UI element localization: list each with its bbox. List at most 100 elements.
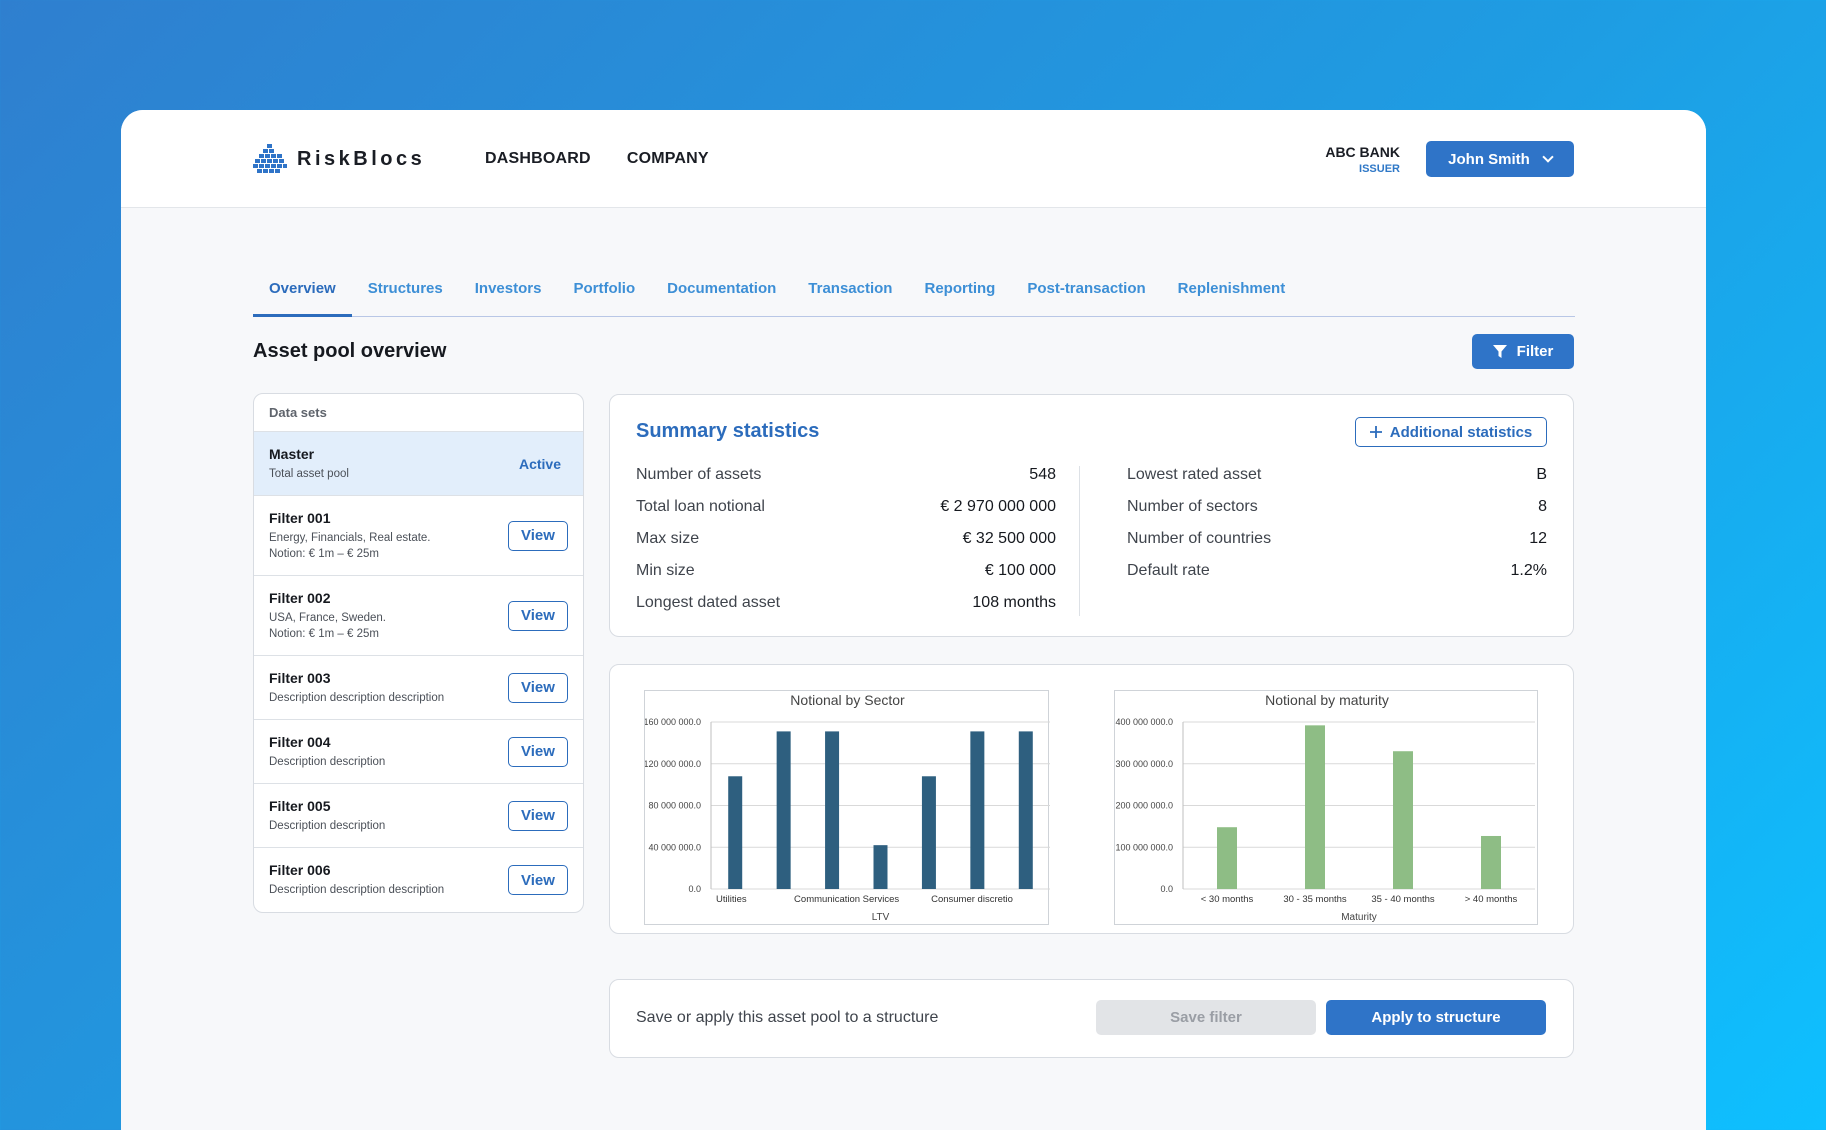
tab-replenishment[interactable]: Replenishment bbox=[1177, 280, 1286, 297]
tab-investors[interactable]: Investors bbox=[474, 280, 542, 297]
section-tabs: Overview Structures Investors Portfolio … bbox=[253, 270, 1575, 317]
sector-chart: Notional by Sector 0.0 40 000 000.0 80 000 … bbox=[644, 690, 1050, 925]
data-set-filter-004: Filter 004 Description description View bbox=[254, 720, 583, 784]
maturity-chart: Notional by maturity 0.0 100 000 000.0 200 … bbox=[1114, 690, 1538, 925]
tab-structures[interactable]: Structures bbox=[367, 280, 443, 297]
stat-row: Number of assets 548 bbox=[636, 465, 1056, 497]
tab-reporting[interactable]: Reporting bbox=[924, 280, 996, 297]
x-axis-label: Maturity bbox=[1341, 912, 1377, 923]
x-tick-label: Utilities bbox=[716, 894, 747, 905]
charts-card: Notional by Sector 0.0 40 000 000.0 80 000 … bbox=[609, 664, 1574, 934]
apply-to-structure-button[interactable]: Apply to structure bbox=[1326, 1000, 1546, 1035]
chart-bar bbox=[921, 776, 936, 889]
sector-chart-svg: Notional by Sector 0.0 40 000 000.0 80 000 … bbox=[645, 692, 1050, 923]
data-set-notional-range: Notion: € 1m – € 25m bbox=[269, 628, 379, 640]
stat-row: Lowest rated asset B bbox=[1127, 465, 1547, 497]
view-button[interactable]: View bbox=[508, 600, 568, 631]
y-tick-label: 200 000 000.0 bbox=[1115, 801, 1173, 811]
chevron-down-icon bbox=[1542, 151, 1554, 163]
x-tick-label: Consumer discretio bbox=[931, 894, 1013, 905]
chart-bar bbox=[776, 731, 791, 889]
data-set-title: Filter 006 bbox=[269, 862, 331, 878]
y-tick-label: 0.0 bbox=[688, 884, 701, 894]
maturity-chart-svg: Notional by maturity 0.0 100 000 000.0 200 … bbox=[1115, 692, 1535, 923]
funnel-icon bbox=[1492, 344, 1507, 358]
view-button[interactable]: View bbox=[508, 520, 568, 551]
tab-transaction[interactable]: Transaction bbox=[808, 280, 893, 297]
chart-bar bbox=[825, 731, 840, 889]
stat-value: 12 bbox=[1529, 530, 1547, 547]
data-set-title: Filter 003 bbox=[269, 670, 331, 686]
chart-bar bbox=[1217, 827, 1237, 889]
stat-label: Number of assets bbox=[636, 466, 762, 483]
view-button[interactable]: View bbox=[508, 736, 568, 767]
data-set-title: Filter 002 bbox=[269, 590, 331, 606]
stat-row: Default rate 1.2% bbox=[1127, 561, 1547, 593]
additional-statistics-label: Additional statistics bbox=[1389, 423, 1533, 441]
stat-value: € 32 500 000 bbox=[962, 530, 1056, 547]
tab-overview[interactable]: Overview bbox=[253, 270, 352, 317]
user-menu-button[interactable]: John Smith bbox=[1426, 141, 1574, 177]
y-tick-label: 160 000 000.0 bbox=[645, 717, 701, 727]
data-set-title: Filter 005 bbox=[269, 798, 331, 814]
stat-label: Number of countries bbox=[1127, 530, 1272, 547]
data-set-filter-005: Filter 005 Description description View bbox=[254, 784, 583, 848]
data-set-filter-003: Filter 003 Description description descr… bbox=[254, 656, 583, 720]
filter-button-label: Filter bbox=[1516, 343, 1554, 360]
view-button[interactable]: View bbox=[508, 672, 568, 703]
chart-bar bbox=[1481, 835, 1501, 889]
data-set-description: Description description bbox=[269, 820, 386, 832]
additional-statistics-button[interactable]: Additional statistics bbox=[1355, 417, 1547, 447]
x-tick-label: 35 - 40 months bbox=[1371, 894, 1435, 905]
data-set-title: Master bbox=[269, 446, 315, 462]
chart-bar bbox=[1393, 751, 1413, 889]
data-set-master[interactable]: Master Total asset pool Active bbox=[254, 432, 583, 496]
stat-value: 1.2% bbox=[1510, 562, 1547, 579]
stats-column-right: Lowest rated asset B Number of sectors 8… bbox=[1127, 465, 1547, 593]
tab-post-transaction[interactable]: Post-transaction bbox=[1027, 280, 1146, 297]
stat-label: Lowest rated asset bbox=[1127, 466, 1262, 483]
organization-role: ISSUER bbox=[1359, 163, 1400, 175]
summary-title: Summary statistics bbox=[636, 420, 820, 442]
user-name: John Smith bbox=[1448, 150, 1530, 168]
stat-row: Total loan notional € 2 970 000 000 bbox=[636, 497, 1056, 529]
filter-button[interactable]: Filter bbox=[1472, 334, 1574, 369]
organization-name: ABC BANK bbox=[1325, 144, 1400, 160]
data-set-description-line: Energy, Financials, Real estate. bbox=[269, 532, 431, 544]
data-sets-header: Data sets bbox=[254, 394, 583, 432]
stat-label: Number of sectors bbox=[1127, 498, 1258, 515]
view-button[interactable]: View bbox=[508, 865, 568, 895]
brand-logo[interactable]: RiskBlocs bbox=[253, 144, 425, 174]
view-button[interactable]: View bbox=[508, 800, 568, 831]
stat-row: Number of countries 12 bbox=[1127, 529, 1547, 561]
nav-company[interactable]: COMPANY bbox=[626, 150, 709, 167]
stat-row: Longest dated asset 108 months bbox=[636, 593, 1056, 625]
stat-value: € 2 970 000 000 bbox=[940, 498, 1056, 515]
stat-label: Default rate bbox=[1127, 562, 1210, 579]
y-tick-label: 120 000 000.0 bbox=[645, 759, 701, 769]
data-set-filter-006: Filter 006 Description description descr… bbox=[254, 848, 583, 912]
stat-row: Max size € 32 500 000 bbox=[636, 529, 1056, 561]
chart-title: Notional by maturity bbox=[1265, 692, 1389, 708]
data-set-filter-002: Filter 002 USA, France, Sweden. Notion: … bbox=[254, 576, 583, 656]
organization-info: ABC BANK ISSUER bbox=[1325, 144, 1400, 175]
chart-bar bbox=[1018, 731, 1033, 889]
stat-row: Min size € 100 000 bbox=[636, 561, 1056, 593]
chart-bar bbox=[1305, 725, 1325, 889]
stat-value: B bbox=[1536, 466, 1547, 483]
chart-bar bbox=[970, 731, 985, 889]
tab-documentation[interactable]: Documentation bbox=[667, 280, 777, 297]
chart-bar bbox=[873, 845, 888, 889]
summary-statistics-card: Summary statistics Additional statistics… bbox=[609, 394, 1574, 637]
y-tick-label: 40 000 000.0 bbox=[648, 842, 701, 852]
apply-prompt-text: Save or apply this asset pool to a struc… bbox=[636, 1009, 939, 1026]
data-set-description: Description description description bbox=[269, 692, 445, 704]
page-title: Asset pool overview bbox=[253, 340, 447, 362]
nav-dashboard[interactable]: DASHBOARD bbox=[485, 150, 591, 167]
save-filter-button[interactable]: Save filter bbox=[1096, 1000, 1316, 1035]
tab-portfolio[interactable]: Portfolio bbox=[573, 280, 636, 297]
data-sets-panel: Data sets Master Total asset pool Active… bbox=[253, 393, 584, 913]
stats-divider bbox=[1079, 466, 1080, 616]
data-set-filter-001: Filter 001 Energy, Financials, Real esta… bbox=[254, 496, 583, 576]
data-set-title: Filter 004 bbox=[269, 734, 331, 750]
